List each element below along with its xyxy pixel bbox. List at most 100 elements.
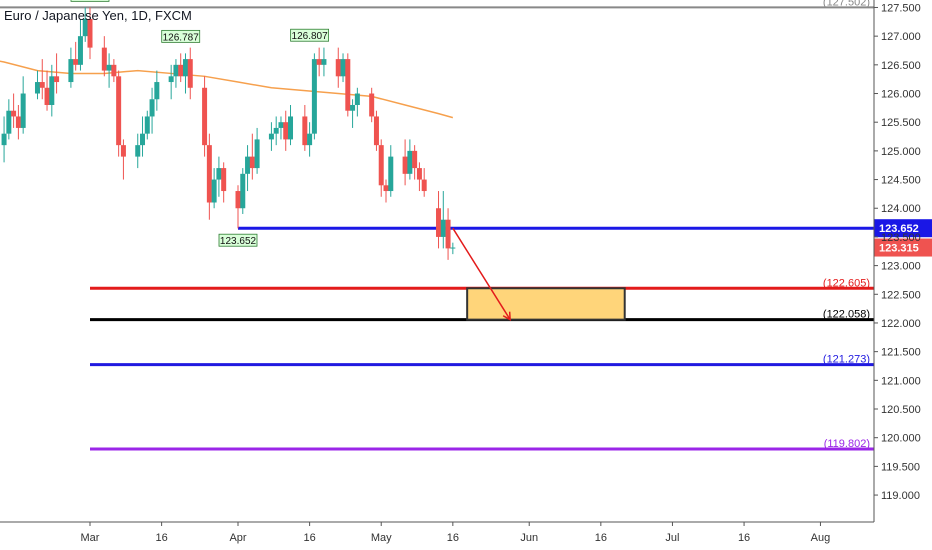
price-tick-label: 120.000 (881, 433, 921, 445)
symbol-title[interactable]: Euro / Japanese Yen, 1D, FXCM (4, 8, 192, 23)
candle-body (340, 59, 346, 77)
candle (407, 139, 413, 180)
candle-body (345, 59, 351, 111)
time-tick-label: Jul (665, 532, 679, 544)
peak-label-box (218, 233, 258, 247)
candle (101, 36, 107, 77)
candle-body (388, 156, 394, 192)
candle-body (335, 59, 341, 77)
candle (144, 110, 150, 140)
price-tick-label: 122.500 (881, 289, 921, 301)
price-tick-label: 125.000 (881, 146, 921, 158)
candle-body (154, 82, 160, 100)
candle (302, 104, 308, 151)
candle-body (140, 133, 146, 146)
candle-body (311, 59, 317, 134)
candle (34, 70, 40, 100)
candle (421, 168, 427, 197)
forecast-arrow-head (502, 311, 511, 321)
price-tick-label: 127.500 (881, 2, 921, 14)
candle (187, 47, 193, 100)
candle (68, 47, 74, 88)
candle (149, 87, 155, 134)
candle-body (135, 145, 141, 157)
target-zone-box (466, 287, 626, 321)
candle-body (54, 76, 60, 83)
candle (412, 145, 418, 180)
level-price-tag-text-support: 123.652 (879, 223, 919, 235)
candle-body (288, 116, 294, 140)
level-label-target-1: (122.605) (823, 277, 870, 289)
moving-average-layer (0, 60, 454, 119)
candle-body (378, 145, 384, 186)
candle (178, 53, 184, 83)
candle (373, 110, 379, 151)
peak-label-box (290, 28, 330, 42)
candle-body (34, 82, 40, 94)
candle-body (321, 59, 327, 65)
candle (73, 41, 79, 71)
time-tick-label: Mar (81, 532, 100, 544)
candle (245, 145, 251, 192)
level-label-target-3: (121.273) (823, 354, 870, 366)
level-label-top: (127.502) (823, 0, 870, 8)
last-price-tag (874, 238, 932, 257)
candle (216, 156, 222, 197)
candle (211, 168, 217, 209)
candle-body (402, 156, 408, 174)
candle (140, 116, 146, 157)
price-tick-label: 124.500 (881, 175, 921, 187)
candle (77, 18, 83, 71)
candle (283, 110, 289, 151)
candle (316, 47, 322, 77)
price-tick-label: 119.500 (881, 461, 920, 473)
candle (54, 53, 60, 94)
peak-label-box (161, 29, 201, 43)
candle-body (211, 179, 217, 203)
annotations: 127.502 126.787 126.807 123.652 123.315 (70, 0, 932, 321)
candle-body (77, 36, 83, 65)
candle (1, 116, 7, 163)
price-tick-label: 121.000 (881, 375, 921, 387)
price-tick-label: 119.000 (881, 490, 920, 502)
candle-body (149, 99, 155, 117)
candle-body (49, 76, 55, 105)
candle-body (106, 64, 112, 71)
candle-body (440, 219, 446, 237)
price-tick-label: 122.000 (881, 318, 921, 330)
candle-body (15, 116, 21, 128)
candle-body (412, 150, 418, 169)
candle (345, 53, 351, 117)
candle-body (268, 133, 274, 140)
candle-body (221, 168, 227, 192)
candle-body (407, 150, 413, 174)
candle (445, 208, 451, 260)
candle (288, 104, 294, 146)
candle (11, 93, 17, 128)
candle-body (240, 173, 246, 209)
candle (402, 139, 408, 186)
candle-body (144, 116, 150, 134)
level-label-target-4: (119.802) (824, 438, 870, 450)
time-tick-label: 16 (155, 532, 167, 544)
candle (235, 185, 241, 229)
candle-body (20, 93, 26, 128)
candle (173, 59, 179, 88)
candle (249, 133, 255, 180)
candle-body (6, 110, 12, 134)
candle (49, 64, 55, 117)
candle (311, 53, 317, 140)
target-zone-layer (466, 287, 626, 321)
candle-body (206, 145, 212, 203)
peak-label-text: 126.787 (163, 32, 200, 43)
candle-body (307, 133, 313, 146)
candle-body (369, 93, 375, 117)
candle (268, 122, 274, 151)
candle (254, 127, 260, 174)
candle-body (278, 122, 284, 128)
candle (15, 104, 21, 140)
candle (168, 64, 174, 100)
candle-body (87, 18, 93, 48)
time-tick-label: 16 (738, 532, 750, 544)
